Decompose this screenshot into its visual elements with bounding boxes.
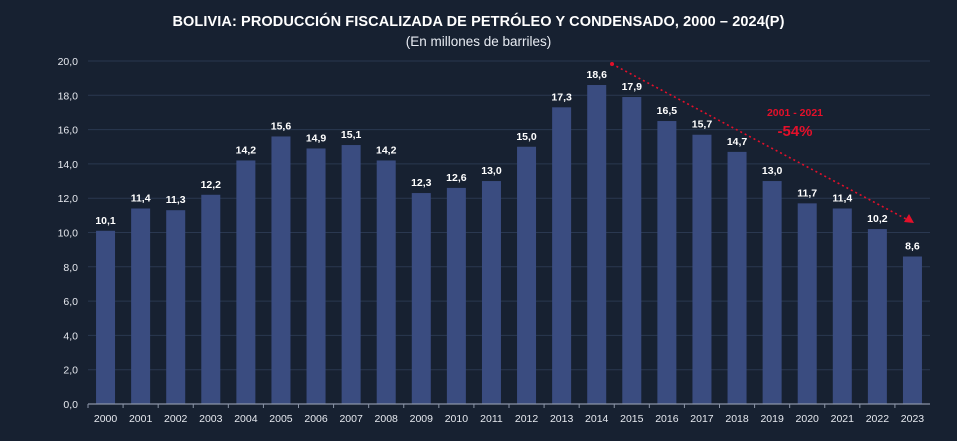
bar <box>587 85 607 404</box>
data-label: 8,6 <box>905 241 920 253</box>
bar <box>236 160 256 404</box>
trend-arrow-start <box>610 62 614 66</box>
data-label: 11,3 <box>166 194 186 206</box>
x-tick-label: 2009 <box>410 413 434 425</box>
data-label: 15,7 <box>692 119 713 131</box>
y-tick-label: 0,0 <box>63 399 78 411</box>
data-label: 12,2 <box>201 179 222 191</box>
y-tick-label: 20,0 <box>58 56 79 68</box>
bar <box>762 181 782 404</box>
bar <box>201 194 221 404</box>
y-tick-label: 12,0 <box>58 193 79 205</box>
bar <box>727 151 747 404</box>
data-label: 14,9 <box>306 132 327 144</box>
data-label: 17,9 <box>622 81 643 93</box>
trend-arrowhead-icon <box>904 214 914 223</box>
x-tick-label: 2023 <box>901 413 925 425</box>
data-label: 15,6 <box>271 120 292 132</box>
x-tick-label: 2008 <box>375 413 399 425</box>
y-tick-label: 2,0 <box>63 365 78 377</box>
bar <box>271 136 291 404</box>
data-label: 13,0 <box>481 165 502 177</box>
bar <box>446 187 466 404</box>
bar <box>341 145 361 404</box>
bar <box>376 160 396 404</box>
x-tick-label: 2000 <box>94 413 118 425</box>
data-label: 14,7 <box>727 136 748 148</box>
data-label: 14,2 <box>236 144 257 156</box>
y-tick-label: 6,0 <box>63 296 78 308</box>
y-tick-label: 10,0 <box>58 228 79 240</box>
x-tick-label: 2006 <box>304 413 328 425</box>
x-tick-label: 2002 <box>164 413 188 425</box>
x-tick-label: 2021 <box>831 413 855 425</box>
bar <box>692 134 712 404</box>
y-tick-label: 4,0 <box>63 330 78 342</box>
x-tick-label: 2005 <box>269 413 293 425</box>
data-label: 15,1 <box>341 129 362 141</box>
y-tick-label: 16,0 <box>58 125 79 137</box>
bar <box>96 230 116 404</box>
bar <box>131 208 151 404</box>
x-tick-label: 2012 <box>515 413 539 425</box>
data-label: 11,7 <box>797 187 817 199</box>
bar <box>622 97 642 404</box>
data-label: 17,3 <box>551 91 572 103</box>
data-label: 13,0 <box>762 165 783 177</box>
x-tick-label: 2004 <box>234 413 258 425</box>
bar <box>481 181 501 404</box>
data-label: 11,4 <box>832 192 852 204</box>
x-tick-label: 2020 <box>796 413 820 425</box>
x-tick-label: 2013 <box>550 413 574 425</box>
bar <box>517 146 537 404</box>
annotation-period: 2001 - 2021 <box>767 107 823 119</box>
bar <box>166 210 186 404</box>
bar <box>832 208 852 404</box>
x-tick-label: 2003 <box>199 413 223 425</box>
bar <box>902 256 922 404</box>
y-tick-label: 14,0 <box>58 159 79 171</box>
chart-subtitle: (En millones de barriles) <box>405 34 552 49</box>
x-tick-label: 2014 <box>585 413 609 425</box>
bar <box>797 203 817 404</box>
x-tick-label: 2007 <box>339 413 363 425</box>
data-label: 10,1 <box>95 215 116 227</box>
x-tick-label: 2010 <box>445 413 469 425</box>
data-label: 11,4 <box>131 192 151 204</box>
annotation-change: -54% <box>777 123 812 140</box>
x-tick-label: 2001 <box>129 413 153 425</box>
y-tick-label: 8,0 <box>63 262 78 274</box>
data-label: 10,2 <box>867 213 888 225</box>
data-label: 12,6 <box>446 172 467 184</box>
bar <box>552 107 572 405</box>
bar <box>867 229 887 404</box>
data-label: 16,5 <box>657 105 678 117</box>
x-tick-label: 2022 <box>866 413 890 425</box>
bar <box>411 193 431 404</box>
y-tick-label: 18,0 <box>58 90 79 102</box>
data-label: 14,2 <box>376 144 397 156</box>
data-label: 12,3 <box>411 177 432 189</box>
chart-title: BOLIVIA: PRODUCCIÓN FISCALIZADA DE PETRÓ… <box>172 14 785 30</box>
data-label: 15,0 <box>516 131 537 143</box>
bar <box>657 121 677 405</box>
x-tick-label: 2017 <box>690 413 714 425</box>
x-tick-label: 2011 <box>480 413 503 425</box>
x-tick-label: 2019 <box>760 413 784 425</box>
x-tick-label: 2016 <box>655 413 679 425</box>
bar <box>306 148 326 404</box>
x-tick-label: 2018 <box>725 413 749 425</box>
trend-arrow-line <box>611 63 909 221</box>
x-tick-label: 2015 <box>620 413 644 425</box>
data-label: 18,6 <box>586 69 607 81</box>
